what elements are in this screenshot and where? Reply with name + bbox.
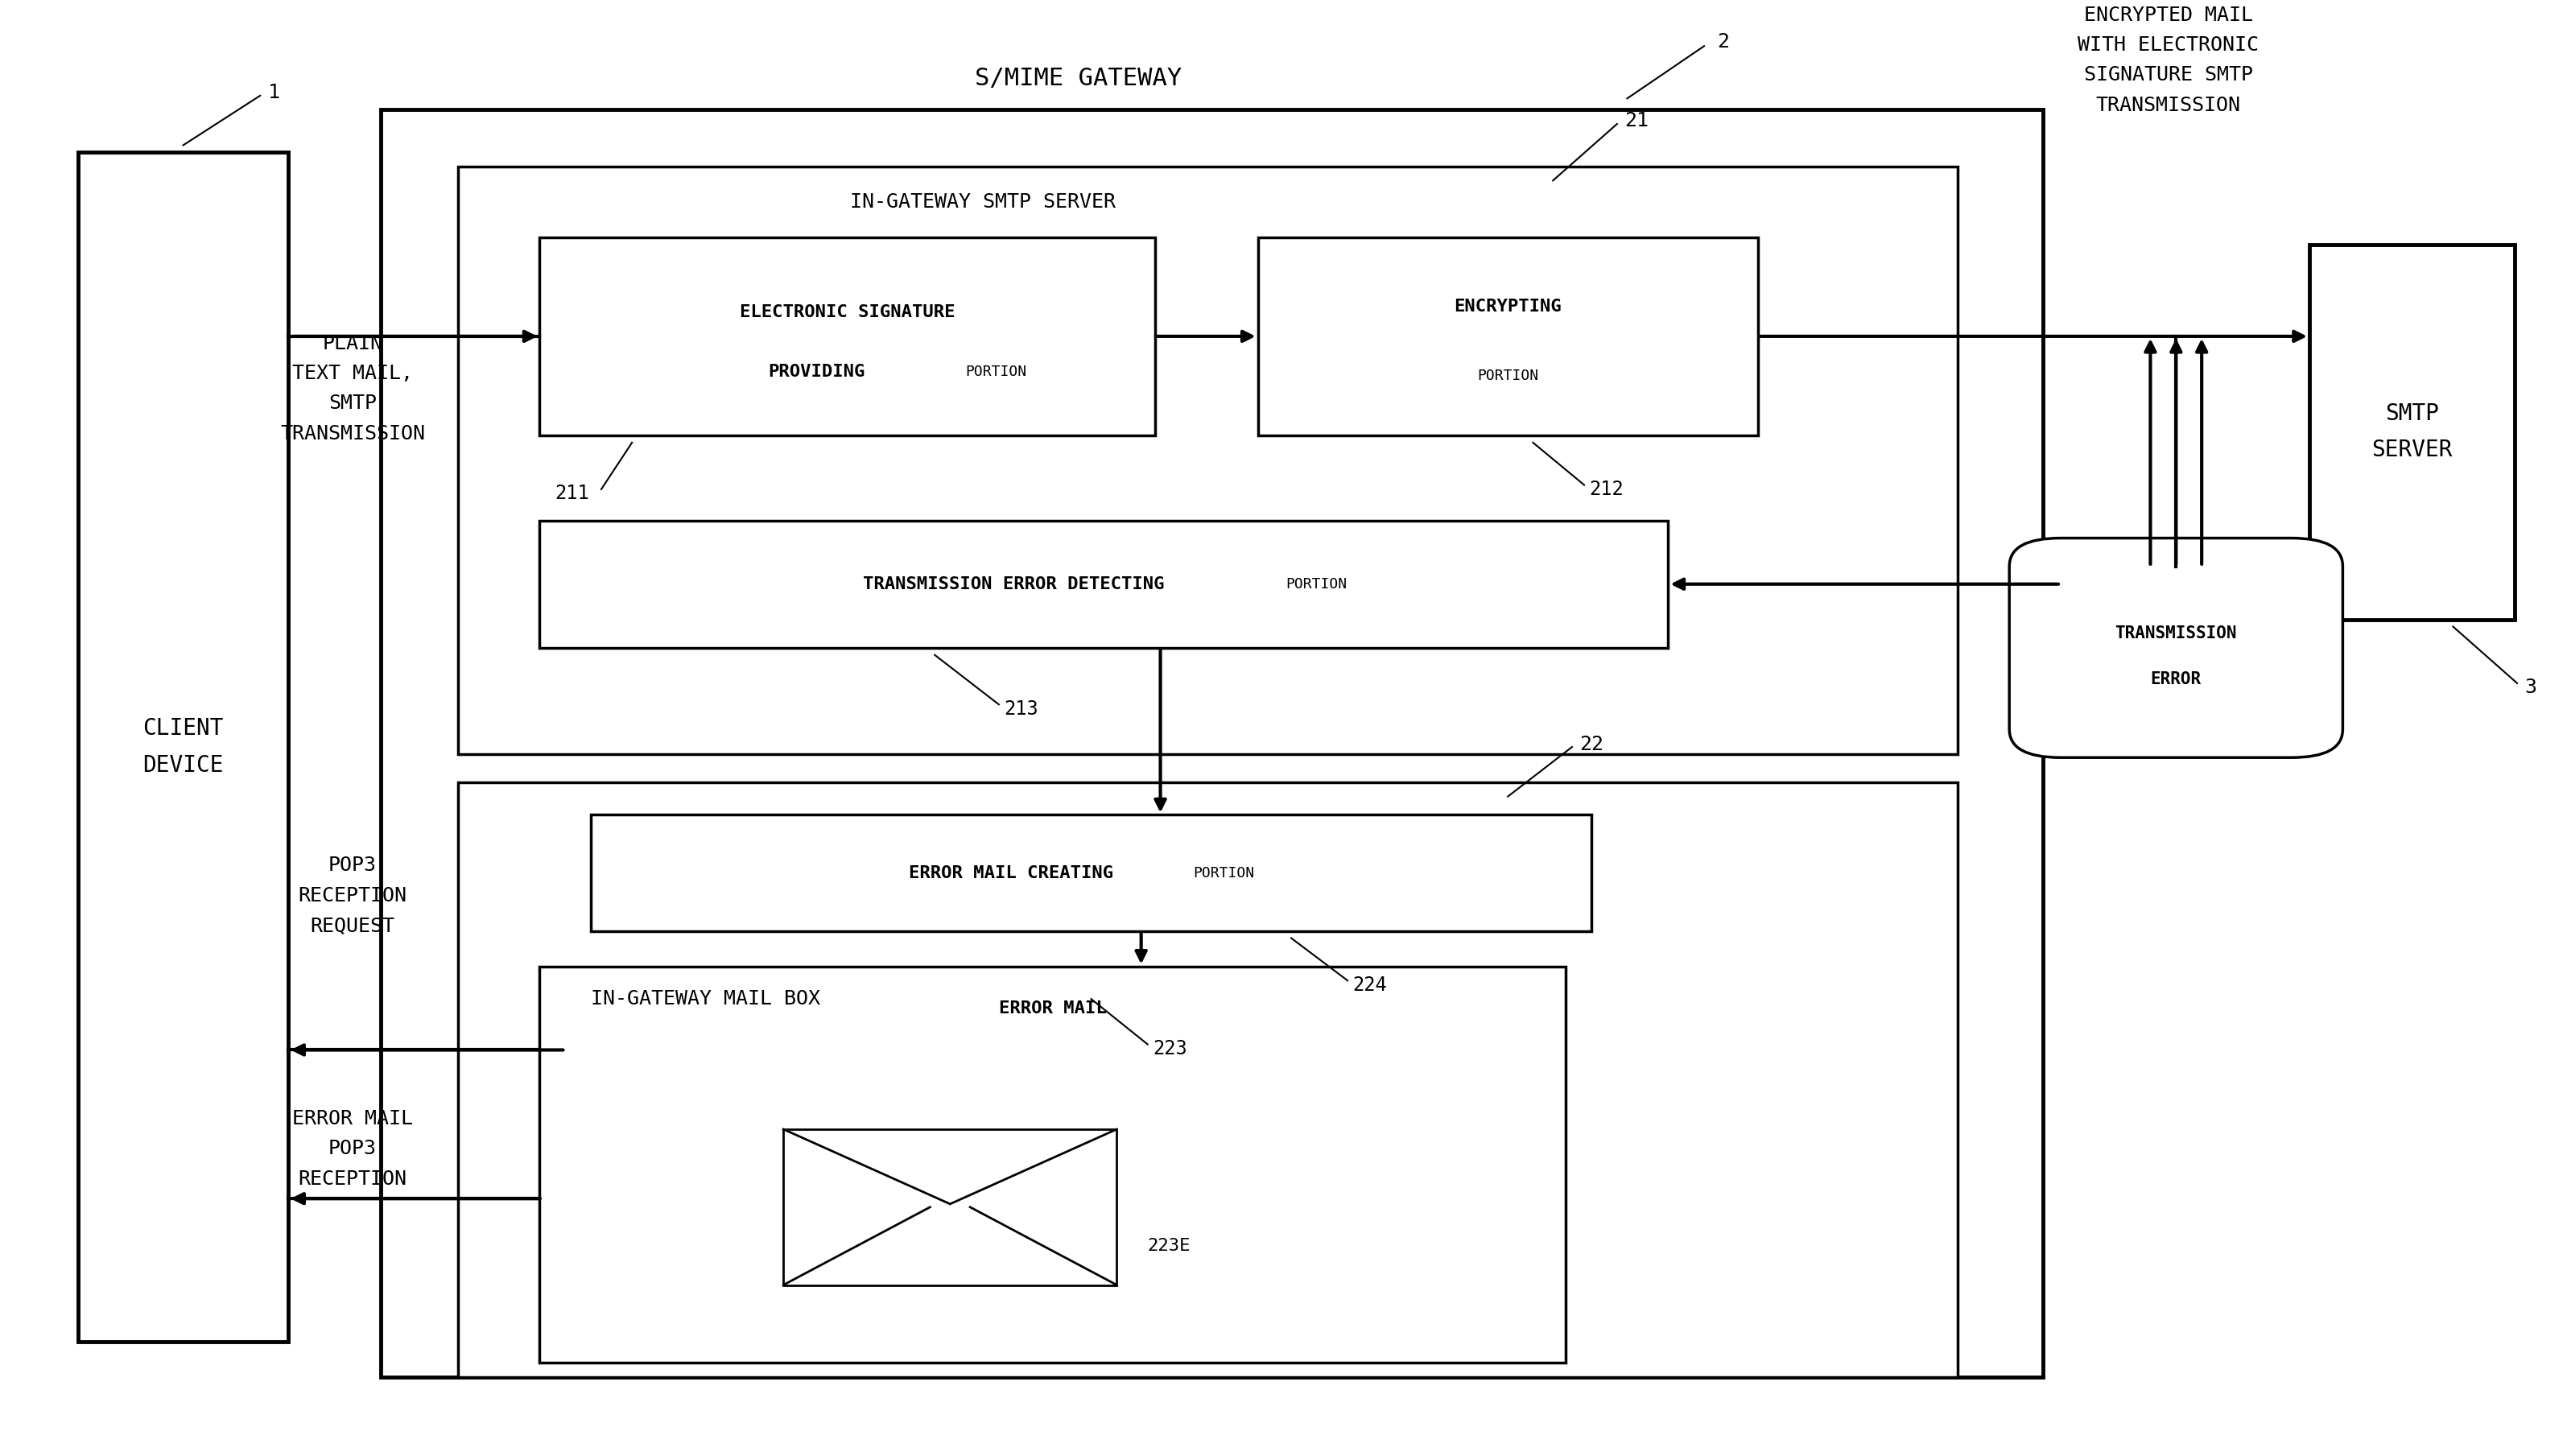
- Text: PORTION: PORTION: [1476, 368, 1538, 383]
- Text: IN-GATEWAY MAIL BOX: IN-GATEWAY MAIL BOX: [590, 989, 821, 1009]
- Bar: [457, 782, 1959, 1377]
- Text: 211: 211: [554, 483, 588, 504]
- Text: 21: 21: [1625, 112, 1648, 131]
- Bar: [590, 815, 1592, 930]
- Text: ERROR MAIL CREATING: ERROR MAIL CREATING: [909, 865, 1114, 881]
- Bar: [380, 109, 2043, 1377]
- Text: ELECTRONIC SIGNATURE: ELECTRONIC SIGNATURE: [739, 304, 955, 320]
- FancyBboxPatch shape: [2010, 539, 2344, 757]
- Bar: [539, 967, 1566, 1363]
- Text: 223: 223: [1153, 1040, 1186, 1059]
- Text: CLIENT
DEVICE: CLIENT DEVICE: [144, 718, 223, 776]
- Text: 3: 3: [2526, 678, 2536, 697]
- Text: IN-GATEWAY POP3
PROCESSING UNIT: IN-GATEWAY POP3 PROCESSING UNIT: [757, 823, 940, 868]
- Text: 213: 213: [1004, 699, 1040, 718]
- Text: PROVIDING: PROVIDING: [768, 364, 865, 380]
- Text: ERROR MAIL
POP3
RECEPTION: ERROR MAIL POP3 RECEPTION: [293, 1109, 413, 1188]
- Text: PORTION: PORTION: [1286, 577, 1348, 591]
- Text: TRANSMISSION: TRANSMISSION: [2115, 626, 2236, 642]
- Bar: [539, 520, 1669, 648]
- Bar: [539, 237, 1155, 435]
- Text: POP3
RECEPTION
REQUEST: POP3 RECEPTION REQUEST: [298, 856, 406, 935]
- Bar: [1258, 237, 1758, 435]
- Text: ERROR MAIL: ERROR MAIL: [999, 1000, 1106, 1016]
- Text: IN-GATEWAY SMTP SERVER: IN-GATEWAY SMTP SERVER: [850, 192, 1117, 211]
- Bar: [2310, 245, 2516, 619]
- Text: TRANSMISSION ERROR DETECTING: TRANSMISSION ERROR DETECTING: [863, 577, 1165, 593]
- Text: S/MIME GATEWAY: S/MIME GATEWAY: [975, 67, 1183, 90]
- Text: ENCRYPTED MAIL
WITH ELECTRONIC
SIGNATURE SMTP
TRANSMISSION: ENCRYPTED MAIL WITH ELECTRONIC SIGNATURE…: [2077, 6, 2259, 115]
- Bar: [457, 166, 1959, 754]
- Text: PORTION: PORTION: [965, 365, 1027, 379]
- Text: PORTION: PORTION: [1194, 866, 1255, 881]
- Text: 223E: 223E: [1147, 1238, 1191, 1254]
- Text: 22: 22: [1579, 734, 1604, 754]
- Text: SMTP
SERVER: SMTP SERVER: [2372, 402, 2451, 462]
- Bar: [783, 1130, 1117, 1286]
- Bar: [77, 153, 288, 1341]
- Text: 1: 1: [267, 83, 280, 102]
- Text: 2: 2: [1717, 32, 1730, 51]
- Text: 212: 212: [1589, 479, 1625, 499]
- Text: ENCRYPTING: ENCRYPTING: [1453, 298, 1561, 314]
- Text: PLAIN
TEXT MAIL,
SMTP
TRANSMISSION: PLAIN TEXT MAIL, SMTP TRANSMISSION: [280, 333, 426, 443]
- Text: 224: 224: [1353, 976, 1386, 994]
- Text: ERROR: ERROR: [2151, 671, 2202, 687]
